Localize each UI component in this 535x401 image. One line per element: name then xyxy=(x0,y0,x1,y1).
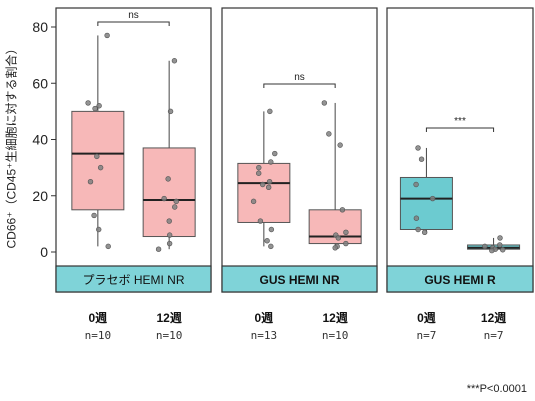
significance-label: ns xyxy=(128,10,139,21)
data-point xyxy=(418,156,425,162)
data-point xyxy=(256,164,262,171)
data-point xyxy=(415,145,421,151)
panel-strip-title: GUS HEMI NR xyxy=(259,273,339,287)
data-point xyxy=(165,176,171,182)
data-point xyxy=(326,131,332,137)
data-point xyxy=(429,195,436,202)
data-point xyxy=(339,207,346,213)
data-point xyxy=(94,153,100,160)
data-point xyxy=(96,226,102,233)
group-label: 0週 xyxy=(255,310,274,325)
data-point xyxy=(267,108,273,115)
data-point xyxy=(161,195,167,202)
group-label: 12週 xyxy=(481,310,506,325)
data-point xyxy=(266,178,273,185)
panel-strip-title: プラセボ HEMI NR xyxy=(82,273,184,287)
data-point xyxy=(268,243,274,250)
y-tick-label: 60 xyxy=(32,75,48,91)
data-point xyxy=(497,235,503,241)
data-point xyxy=(264,238,270,244)
significance-bracket xyxy=(97,21,170,26)
y-axis-label-wrap: CD66⁺（CD45⁺生細胞に対する割合） xyxy=(0,20,22,270)
data-point xyxy=(155,246,162,252)
significance-label: *** xyxy=(454,116,466,127)
y-tick-label: 20 xyxy=(32,188,48,204)
data-point xyxy=(268,226,275,233)
data-point xyxy=(321,100,328,106)
panel-strip xyxy=(55,265,212,293)
data-point xyxy=(500,247,506,253)
y-tick-label: 40 xyxy=(32,132,48,148)
data-point xyxy=(166,218,172,224)
data-point xyxy=(87,178,94,185)
data-point xyxy=(482,243,488,250)
box xyxy=(399,176,453,230)
panel-strip-title: GUS HEMI R xyxy=(424,273,496,287)
data-point xyxy=(166,240,173,247)
significance-bracket xyxy=(425,127,495,132)
data-point xyxy=(166,232,173,238)
data-point xyxy=(265,184,272,191)
data-point xyxy=(337,142,343,148)
y-tick-label: 0 xyxy=(40,244,48,260)
data-point xyxy=(272,150,278,157)
data-point xyxy=(335,235,342,241)
significance-bracket xyxy=(263,83,336,88)
data-point xyxy=(256,170,262,176)
panel-frame xyxy=(221,7,378,293)
box xyxy=(71,110,125,211)
group-label: 0週 xyxy=(89,310,108,325)
significance-label: ns xyxy=(294,72,305,83)
data-point xyxy=(91,212,97,219)
group-n-label: n=10 xyxy=(85,329,112,342)
data-point xyxy=(167,108,174,115)
data-point xyxy=(259,181,266,188)
data-point xyxy=(97,164,104,171)
data-point xyxy=(173,198,179,205)
y-tick-label: 80 xyxy=(32,19,48,35)
y-axis-label: CD66⁺（CD45⁺生細胞に対する割合） xyxy=(4,41,19,249)
data-point xyxy=(257,218,264,224)
box xyxy=(237,162,291,223)
data-point xyxy=(343,240,349,247)
group-n-label: n=13 xyxy=(251,329,278,342)
box xyxy=(308,209,362,245)
group-n-label: n=7 xyxy=(484,329,504,342)
panel-strip xyxy=(386,265,534,293)
data-point xyxy=(421,229,428,236)
data-point xyxy=(343,229,349,236)
group-label: 12週 xyxy=(322,310,347,325)
data-point xyxy=(172,204,178,210)
significance-footnote: ***P<0.0001 xyxy=(466,383,527,395)
data-point xyxy=(104,32,110,39)
group-n-label: n=7 xyxy=(416,329,436,342)
data-point xyxy=(85,100,91,106)
data-point xyxy=(413,181,419,188)
data-point xyxy=(250,198,257,205)
group-n-label: n=10 xyxy=(322,329,349,342)
data-point xyxy=(171,58,178,64)
group-n-label: n=10 xyxy=(156,329,183,342)
data-point xyxy=(489,247,495,254)
data-point xyxy=(413,215,420,221)
group-label: 12週 xyxy=(156,310,181,325)
data-point xyxy=(415,226,421,233)
data-point xyxy=(96,103,102,109)
data-point xyxy=(497,242,503,248)
data-point xyxy=(92,105,98,112)
data-point xyxy=(105,243,111,250)
data-point xyxy=(268,159,274,165)
panel-strip xyxy=(221,265,378,293)
data-point xyxy=(332,245,338,251)
group-label: 0週 xyxy=(417,310,436,325)
